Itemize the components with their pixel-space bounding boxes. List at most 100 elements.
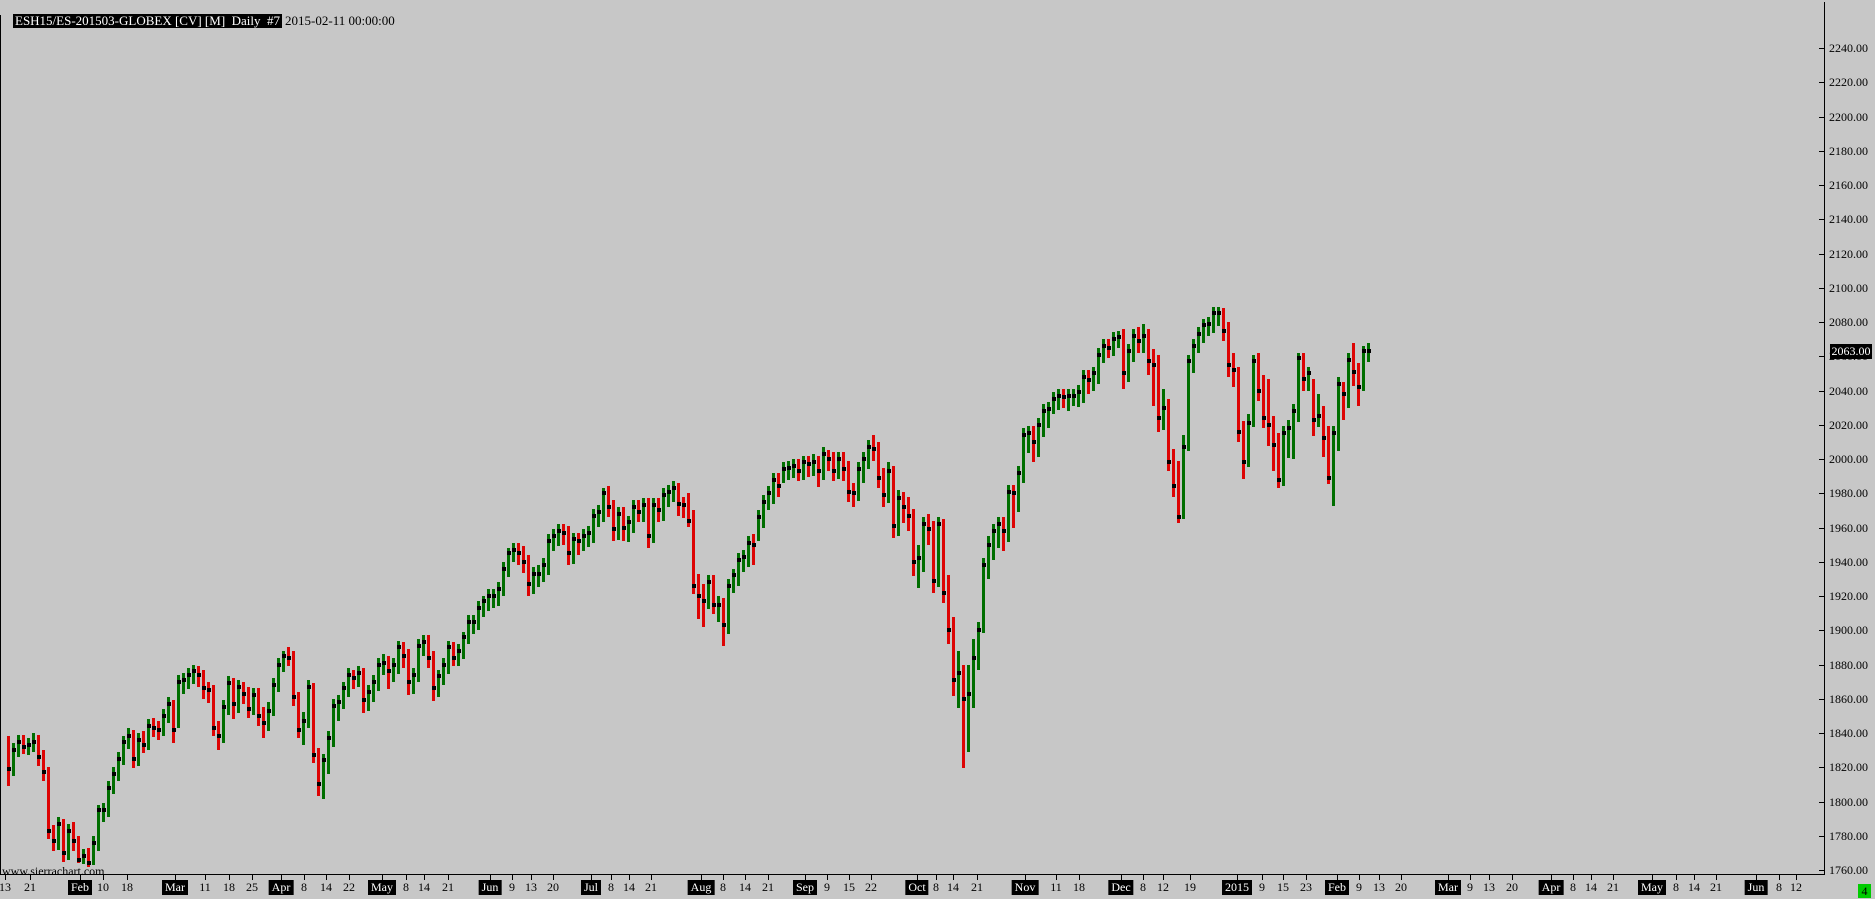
ohlc-bar bbox=[672, 481, 675, 502]
date-axis-tick bbox=[1489, 874, 1490, 880]
close-marker bbox=[1342, 392, 1346, 396]
close-marker bbox=[1117, 335, 1121, 339]
ohlc-bar bbox=[442, 658, 445, 685]
close-marker bbox=[1102, 344, 1106, 348]
price-axis-label: 2040.00 bbox=[1829, 384, 1868, 398]
date-axis-day-label: 10 bbox=[97, 880, 109, 894]
close-marker bbox=[602, 491, 606, 495]
close-marker bbox=[1327, 476, 1331, 480]
date-scale-line[interactable] bbox=[0, 874, 1825, 875]
close-marker bbox=[502, 567, 506, 571]
close-marker bbox=[337, 700, 341, 704]
close-marker bbox=[677, 502, 681, 506]
close-marker bbox=[82, 854, 86, 858]
price-axis-tick bbox=[1819, 665, 1825, 666]
ohlc-bar bbox=[1022, 428, 1025, 483]
close-marker bbox=[1227, 363, 1231, 367]
close-marker bbox=[1107, 346, 1111, 350]
ohlc-bar bbox=[87, 848, 90, 867]
close-marker bbox=[142, 743, 146, 747]
ohlc-bar bbox=[1282, 426, 1285, 486]
close-marker bbox=[257, 714, 261, 718]
ohlc-bar bbox=[1287, 420, 1290, 458]
ohlc-bar bbox=[702, 584, 705, 627]
close-marker bbox=[547, 539, 551, 543]
close-marker bbox=[517, 551, 521, 555]
close-marker bbox=[972, 656, 976, 660]
close-marker bbox=[422, 640, 426, 644]
ohlc-bar bbox=[17, 735, 20, 757]
ohlc-bar bbox=[392, 658, 395, 682]
date-axis-day-label: 14 bbox=[1688, 880, 1700, 894]
ohlc-bar bbox=[677, 483, 680, 516]
ohlc-bar bbox=[802, 456, 805, 480]
close-marker bbox=[812, 460, 816, 464]
close-marker bbox=[442, 663, 446, 667]
close-marker bbox=[1272, 443, 1276, 447]
close-marker bbox=[817, 469, 821, 473]
close-marker bbox=[927, 527, 931, 531]
ohlc-bar bbox=[112, 767, 115, 794]
ohlc-bar bbox=[662, 488, 665, 521]
close-marker bbox=[647, 534, 651, 538]
close-marker bbox=[947, 628, 951, 632]
price-axis-label: 1840.00 bbox=[1829, 726, 1868, 740]
price-scale-line[interactable] bbox=[1824, 2, 1825, 875]
ohlc-bar bbox=[1057, 389, 1060, 410]
price-axis-tick bbox=[1819, 733, 1825, 734]
ohlc-bar bbox=[372, 675, 375, 702]
ohlc-bar bbox=[1152, 349, 1155, 406]
ohlc-bar bbox=[812, 454, 815, 476]
close-marker bbox=[707, 580, 711, 584]
close-marker bbox=[307, 685, 311, 689]
close-marker bbox=[117, 757, 121, 761]
date-axis-day-label: 20 bbox=[1506, 880, 1518, 894]
date-axis-month-label: Dec bbox=[1108, 880, 1134, 895]
close-marker bbox=[637, 510, 641, 514]
ohlc-bar bbox=[1157, 355, 1160, 432]
close-marker bbox=[917, 556, 921, 560]
close-marker bbox=[542, 563, 546, 567]
ohlc-bar bbox=[1187, 355, 1190, 451]
date-axis-day-label: 14 bbox=[418, 880, 430, 894]
ohlc-bar bbox=[957, 651, 960, 708]
ohlc-bar bbox=[1142, 324, 1145, 353]
ohlc-bar bbox=[757, 510, 760, 541]
close-marker bbox=[192, 669, 196, 673]
date-axis-day-label: 15 bbox=[1277, 880, 1289, 894]
price-axis-tick bbox=[1819, 528, 1825, 529]
ohlc-bar bbox=[997, 517, 1000, 548]
ohlc-bar bbox=[877, 442, 880, 488]
ohlc-bar bbox=[1332, 426, 1335, 506]
chart-datetime: 2015-02-11 00:00:00 bbox=[285, 13, 395, 28]
date-axis-day-label: 15 bbox=[843, 880, 855, 894]
date-axis-tick bbox=[1262, 874, 1263, 880]
close-marker bbox=[572, 537, 576, 541]
date-axis-tick bbox=[490, 874, 491, 880]
ohlc-bar bbox=[432, 651, 435, 701]
ohlc-bar bbox=[1317, 394, 1320, 427]
ohlc-bar bbox=[207, 682, 210, 703]
ohlc-bar bbox=[1087, 370, 1090, 394]
date-axis-month-label: Aug bbox=[687, 880, 715, 895]
date-axis-day-label: 13 bbox=[1483, 880, 1495, 894]
ohlc-bar bbox=[917, 545, 920, 588]
plot-area[interactable] bbox=[0, 15, 1822, 874]
date-axis-day-label: 21 bbox=[1607, 880, 1619, 894]
close-marker bbox=[1282, 431, 1286, 435]
ohlc-bar bbox=[837, 452, 840, 479]
close-marker bbox=[932, 579, 936, 583]
date-axis-tick bbox=[175, 874, 176, 880]
date-axis-day-label: 21 bbox=[762, 880, 774, 894]
date-axis-tick bbox=[1237, 874, 1238, 880]
close-marker bbox=[147, 724, 151, 728]
close-marker bbox=[217, 734, 221, 738]
close-marker bbox=[1162, 406, 1166, 410]
close-marker bbox=[447, 645, 451, 649]
ohlc-bar bbox=[1197, 327, 1200, 353]
ohlc-bar bbox=[412, 668, 415, 694]
date-axis-tick bbox=[849, 874, 850, 880]
close-marker bbox=[102, 808, 106, 812]
close-marker bbox=[52, 839, 56, 843]
close-marker bbox=[187, 673, 191, 677]
